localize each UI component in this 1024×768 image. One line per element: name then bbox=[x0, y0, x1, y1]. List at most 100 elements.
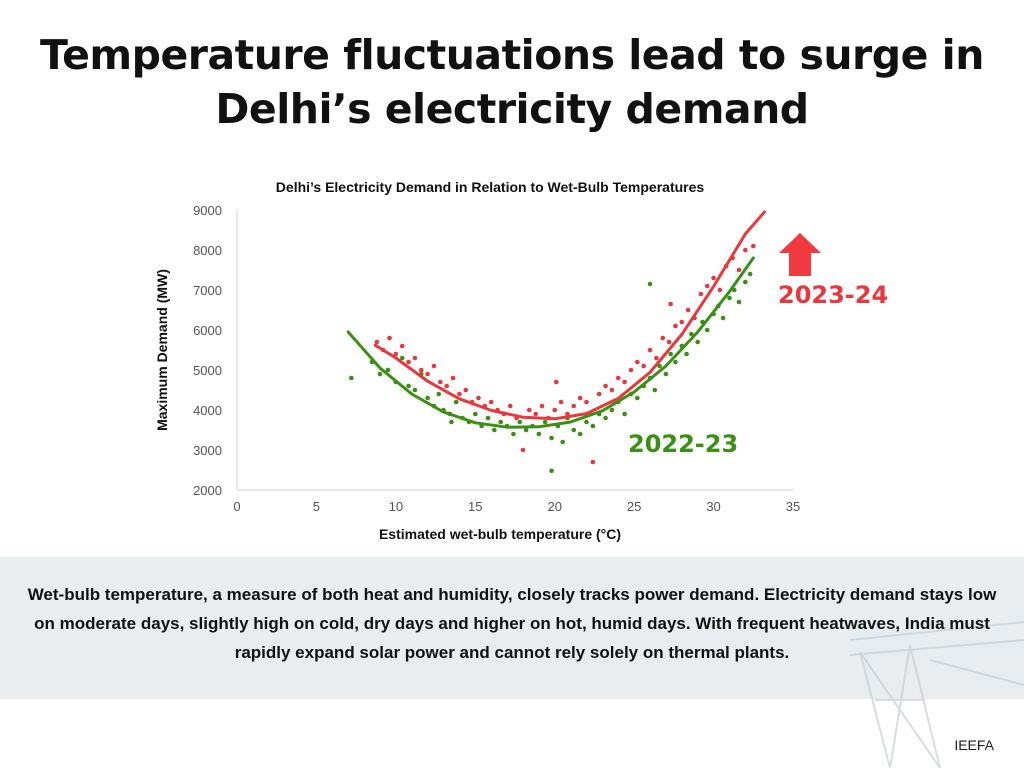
scatter-point-green bbox=[689, 331, 694, 337]
scatter-point-red bbox=[554, 379, 559, 385]
scatter-point-green bbox=[542, 419, 548, 425]
scatter-point-red bbox=[673, 323, 678, 329]
scatter-point-red bbox=[679, 319, 685, 325]
scatter-point-red bbox=[438, 379, 443, 385]
y-tick-label: 7000 bbox=[193, 283, 222, 298]
scatter-point-green bbox=[635, 395, 640, 401]
scatter-point-green bbox=[668, 351, 673, 357]
scatter-point-green bbox=[385, 367, 391, 373]
y-tick-label: 9000 bbox=[193, 203, 222, 218]
scatter-point-green bbox=[743, 279, 748, 285]
scatter-point-green bbox=[472, 411, 478, 417]
scatter-point-red bbox=[476, 395, 481, 401]
scatter-point-red bbox=[750, 243, 756, 249]
scatter-point-red bbox=[406, 359, 411, 365]
scatter-point-red bbox=[463, 387, 469, 393]
scatter-point-red bbox=[444, 383, 449, 389]
demand-chart: Delhi’s Electricity Demand in Relation t… bbox=[154, 179, 888, 542]
up-arrow-icon bbox=[779, 233, 821, 276]
scatter-point-red bbox=[425, 371, 430, 377]
scatter-point-red bbox=[635, 359, 640, 365]
scatter-point-red bbox=[507, 403, 513, 409]
scatter-point-red bbox=[609, 387, 615, 393]
scatter-point-red bbox=[668, 301, 673, 307]
trend-line-red bbox=[373, 210, 766, 421]
scatter-point-red bbox=[539, 403, 545, 409]
x-tick-label: 0 bbox=[233, 499, 240, 514]
brand-logo: IEEFA bbox=[954, 737, 994, 753]
y-tick-label: 2000 bbox=[193, 483, 222, 498]
x-tick-label: 35 bbox=[786, 499, 800, 514]
scatter-point-green bbox=[652, 387, 658, 393]
scatter-point-red bbox=[399, 343, 405, 349]
y-tick-label: 4000 bbox=[193, 403, 222, 418]
y-tick-label: 8000 bbox=[193, 243, 222, 258]
x-tick-label: 10 bbox=[389, 499, 403, 514]
scatter-point-green bbox=[663, 371, 669, 377]
scatter-point-green bbox=[727, 295, 732, 301]
scatter-point-red bbox=[660, 335, 666, 341]
scatter-point-red bbox=[571, 403, 577, 409]
scatter-point-green bbox=[498, 419, 504, 425]
trend-lines bbox=[346, 210, 766, 429]
scatter-point-green bbox=[736, 299, 742, 305]
caption-band bbox=[0, 557, 1024, 699]
label-2022-23: 2022-23 bbox=[628, 430, 738, 458]
scatter-point-green bbox=[560, 439, 565, 445]
scatter-point-green bbox=[412, 387, 418, 393]
x-tick-label: 20 bbox=[547, 499, 561, 514]
trend-line-green bbox=[346, 256, 755, 429]
scatter-point-red bbox=[647, 347, 653, 353]
scatter-point-green bbox=[590, 423, 596, 429]
scatter-point-green bbox=[673, 359, 678, 365]
scatter-point-red bbox=[596, 391, 602, 397]
scatter-point-green bbox=[492, 427, 497, 433]
scatter-point-red bbox=[526, 407, 532, 413]
scatter-point-green bbox=[511, 431, 516, 437]
label-2023-24: 2023-24 bbox=[778, 281, 888, 309]
scatter-point-green bbox=[603, 415, 608, 421]
scatter-point-red bbox=[603, 383, 608, 389]
x-tick-label: 5 bbox=[313, 499, 320, 514]
scatter-point-red bbox=[622, 379, 627, 385]
scatter-point-red bbox=[552, 407, 558, 413]
page-title-line-1: Temperature fluctuations lead to surge i… bbox=[40, 31, 984, 79]
y-tick-label: 3000 bbox=[193, 443, 222, 458]
scatter-point-green bbox=[349, 375, 354, 381]
y-tick-label: 5000 bbox=[193, 363, 222, 378]
scatter-point-green bbox=[453, 399, 459, 405]
scatter-point-green bbox=[377, 371, 383, 377]
scatter-point-green bbox=[684, 351, 689, 357]
transmission-tower-icon bbox=[849, 621, 1024, 768]
scatter-point-red bbox=[615, 375, 621, 381]
scatter-point-green bbox=[747, 271, 753, 277]
page-title: Temperature fluctuations lead to surge i… bbox=[0, 28, 1024, 136]
scatter-point-red bbox=[698, 291, 704, 297]
scatter-point-red bbox=[431, 363, 437, 369]
scatter-point-green bbox=[549, 468, 554, 474]
scatter-point-red bbox=[457, 391, 462, 397]
scatter-point-red bbox=[666, 339, 672, 345]
scatter-point-red bbox=[736, 267, 742, 273]
scatter-point-green bbox=[485, 415, 491, 421]
scatter-point-red bbox=[704, 283, 710, 289]
scatter-point-red bbox=[450, 375, 456, 381]
scatter-point-red bbox=[558, 399, 564, 405]
scatter-point-green bbox=[571, 427, 577, 433]
scatter-point-green bbox=[695, 339, 700, 345]
scatter-point-green bbox=[622, 411, 627, 417]
y-tick-labels: 2000 3000 4000 5000 6000 7000 8000 9000 bbox=[193, 203, 222, 498]
chart-title: Delhi’s Electricity Demand in Relation t… bbox=[276, 179, 705, 195]
page-title-line-2: Delhi’s electricity demand bbox=[215, 85, 809, 133]
scatter-point-green bbox=[436, 391, 442, 397]
scatter-point-green bbox=[584, 419, 589, 425]
scatter-point-green bbox=[517, 419, 523, 425]
scatter-point-green bbox=[647, 281, 653, 287]
scatter-point-red bbox=[577, 395, 583, 401]
scatter-point-red bbox=[412, 355, 418, 361]
scatter-point-green bbox=[704, 327, 710, 333]
caption-text: Wet-bulb temperature, a measure of both … bbox=[27, 585, 997, 662]
x-tick-label: 30 bbox=[706, 499, 720, 514]
y-tick-label: 6000 bbox=[193, 323, 222, 338]
scatter-point-green bbox=[523, 427, 529, 433]
